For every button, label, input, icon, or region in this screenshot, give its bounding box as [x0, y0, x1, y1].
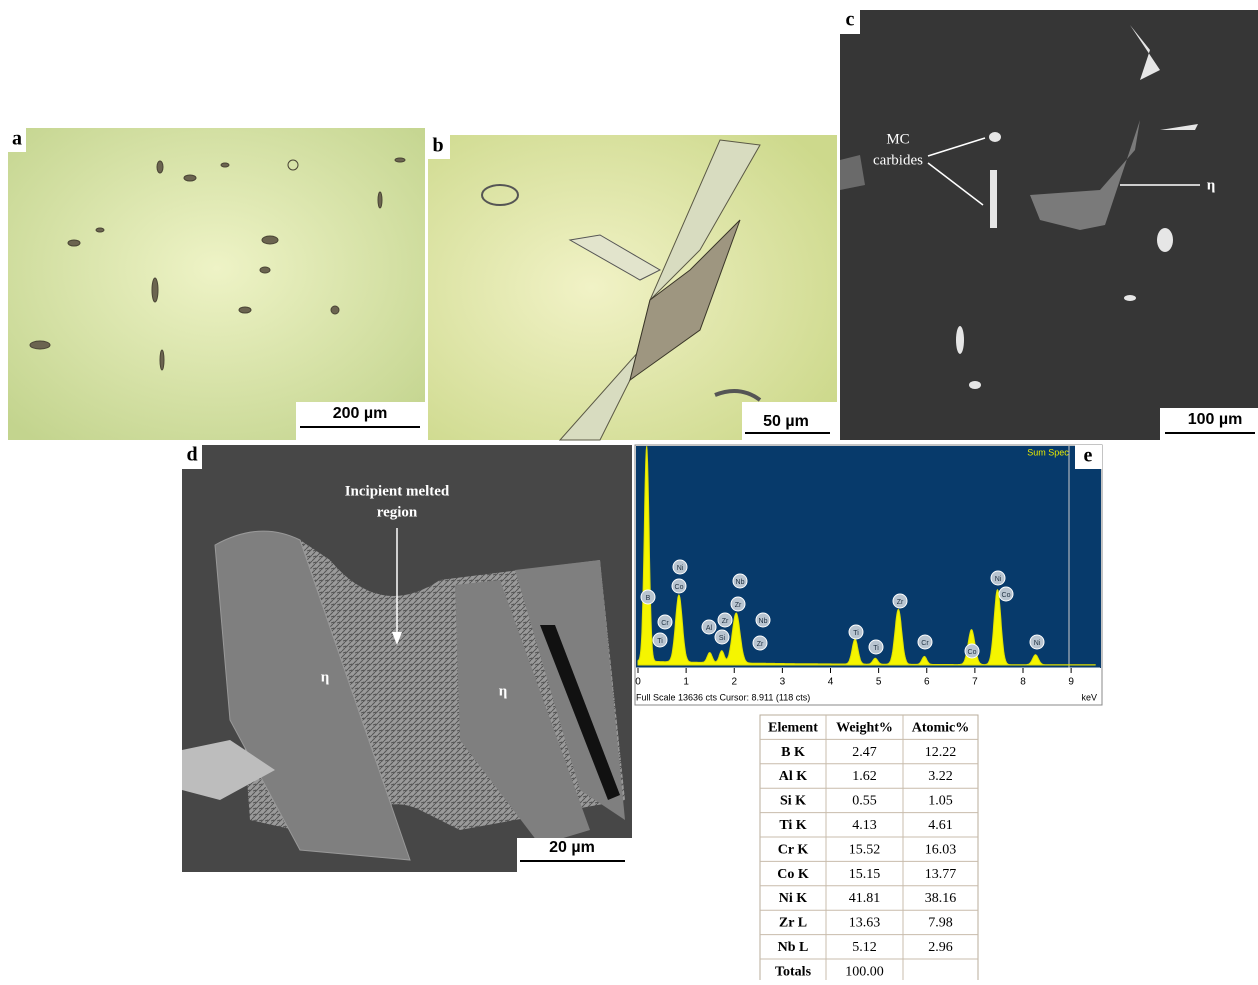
panel-label: c — [846, 9, 855, 31]
value-cell: 1.05 — [928, 794, 953, 809]
element-cell: Nb L — [778, 940, 809, 955]
x-tick-label: 8 — [1020, 677, 1026, 688]
panel-label: b — [432, 135, 443, 157]
element-cell: Si K — [780, 794, 806, 809]
value-cell: 13.77 — [925, 867, 957, 882]
x-tick-label: 1 — [683, 677, 689, 688]
x-unit: keV — [1081, 692, 1097, 702]
micrograph — [8, 128, 425, 440]
x-tick-label: 9 — [1068, 677, 1074, 688]
panel-d: d Incipient melted region η η 20 µm — [182, 444, 632, 872]
value-cell: 41.81 — [849, 891, 881, 906]
value-cell: 13.63 — [849, 916, 881, 931]
panel-label: d — [186, 444, 197, 466]
element-cell: Co K — [777, 867, 809, 882]
peak-label: Ni — [995, 576, 1002, 583]
annotation: Incipient melted — [345, 483, 450, 499]
micrograph — [840, 10, 1258, 440]
element-cell: Zr L — [779, 916, 807, 931]
peak-label: Cr — [921, 640, 929, 647]
peak-label: Ni — [1034, 640, 1041, 647]
spectrum-area — [636, 446, 1101, 668]
peak-label: Zr — [757, 641, 764, 648]
x-tick-label: 5 — [876, 677, 882, 688]
header-cell: Atomic% — [912, 720, 970, 735]
value-cell: 3.22 — [928, 769, 953, 784]
value-cell: 4.61 — [928, 818, 953, 833]
figure: a 200 µm b 50 µm c MC carbides η 1 — [0, 0, 1258, 980]
panel-label: a — [12, 128, 22, 150]
element-cell: Al K — [779, 769, 808, 784]
header-cell: Element — [768, 720, 818, 735]
x-tick-label: 3 — [780, 677, 786, 688]
scale-bar-label: 50 µm — [763, 413, 809, 430]
peak-label: Ni — [677, 565, 684, 572]
peak-label: Co — [968, 649, 977, 656]
peak-label: Si — [719, 635, 726, 642]
value-cell: 16.03 — [925, 842, 957, 857]
element-cell: B K — [781, 745, 805, 760]
scale-bar-label: 100 µm — [1188, 411, 1243, 428]
spectrum-label: Sum Spec — [1027, 447, 1069, 457]
value-cell: 38.16 — [925, 891, 957, 906]
value-cell: 2.47 — [852, 745, 877, 760]
x-tick-label: 7 — [972, 677, 978, 688]
panel-b: b 50 µm — [428, 135, 837, 440]
panel-e: Sum Spec e Full Scale 13636 cts Cursor: … — [635, 445, 1102, 705]
x-tick-label: 2 — [731, 677, 737, 688]
value-cell: 5.12 — [852, 940, 877, 955]
scale-bar-label: 20 µm — [549, 839, 595, 856]
peak-label: Nb — [759, 618, 768, 625]
value-cell: 1.62 — [852, 769, 877, 784]
peak-label: Ti — [657, 638, 663, 645]
header-cell: Weight% — [836, 720, 893, 735]
panel-a: a 200 µm — [8, 128, 425, 440]
scale-bar-label: 200 µm — [333, 405, 388, 422]
value-cell: 7.98 — [928, 916, 953, 931]
x-tick-label: 4 — [828, 677, 834, 688]
x-tick-label: 0 — [635, 677, 641, 688]
element-cell: Totals — [775, 964, 812, 979]
micrograph — [428, 135, 837, 440]
annotation: η — [1207, 177, 1216, 193]
annotation: carbides — [873, 152, 923, 168]
value-cell: 15.15 — [849, 867, 881, 882]
value-cell: 15.52 — [849, 842, 881, 857]
peak-label: Ti — [873, 645, 879, 652]
table: Element Weight% Atomic% B K 2.47 12.22 Al K 1.6… — [760, 715, 978, 980]
peak-label: Co — [1002, 592, 1011, 599]
element-cell: Ni K — [779, 891, 808, 906]
value-cell: 0.55 — [852, 794, 877, 809]
spectrum-footer: Full Scale 13636 cts Cursor: 8.911 (118 … — [636, 692, 810, 702]
annotation: region — [377, 504, 418, 520]
peak-label: B — [646, 595, 651, 602]
value-cell: 4.13 — [852, 818, 877, 833]
peak-label: Zr — [722, 618, 729, 625]
x-tick-label: 6 — [924, 677, 930, 688]
peak-label: Al — [706, 625, 713, 632]
annotation: η — [321, 669, 330, 685]
peak-label: Zr — [897, 599, 904, 606]
panel-label: e — [1084, 445, 1093, 467]
peak-label: Zr — [735, 602, 742, 609]
peak-label: Ti — [853, 630, 859, 637]
peak-label: Cr — [661, 620, 669, 627]
panel-c: c MC carbides η 100 µm — [840, 9, 1258, 440]
annotation: η — [499, 683, 508, 699]
value-cell: 12.22 — [925, 745, 957, 760]
peak-label: Co — [675, 584, 684, 591]
annotation: MC — [886, 131, 909, 147]
element-cell: Ti K — [779, 818, 806, 833]
peak-label: Nb — [736, 579, 745, 586]
value-cell: 2.96 — [928, 940, 953, 955]
element-cell: Cr K — [778, 842, 809, 857]
value-cell: 100.00 — [845, 964, 884, 979]
